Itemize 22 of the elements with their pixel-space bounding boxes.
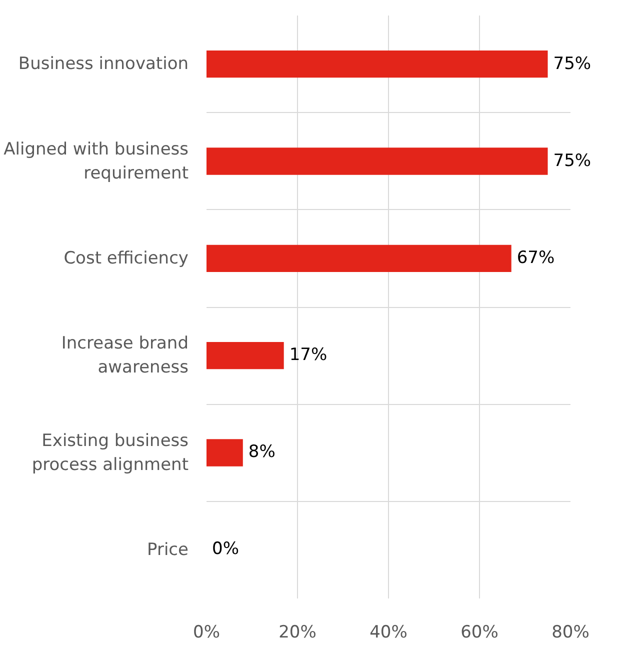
- y-tick-label: Aligned with business requirement: [4, 139, 189, 184]
- x-tick-label: 0%: [193, 622, 220, 642]
- data-label: 67%: [516, 248, 555, 268]
- data-label: 17%: [289, 345, 328, 366]
- bar: [206, 148, 548, 175]
- x-tick-label: 20%: [278, 622, 316, 642]
- data-label: 8%: [248, 442, 276, 462]
- bar: [206, 342, 284, 370]
- bar: [206, 50, 548, 78]
- y-tick-label: Cost efficiency: [64, 248, 189, 268]
- data-label: 75%: [553, 150, 592, 171]
- x-tick-label: 40%: [370, 622, 408, 642]
- y-tick-label: Existing business process alignment: [32, 430, 189, 475]
- x-tick-label: 80%: [552, 622, 590, 642]
- x-tick-label: 60%: [460, 622, 498, 642]
- y-tick-label: Business innovation: [18, 54, 189, 74]
- data-label: 75%: [553, 54, 592, 74]
- y-tick-label: Price: [147, 540, 189, 560]
- bar: [206, 244, 512, 272]
- bar: [206, 439, 243, 466]
- data-label: 0%: [212, 539, 239, 560]
- y-tick-label: Increase brand awareness: [61, 334, 189, 378]
